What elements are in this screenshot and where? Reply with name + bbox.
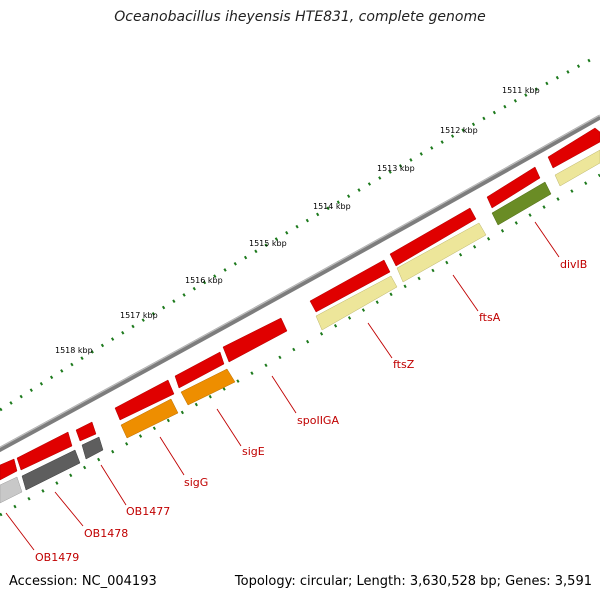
rna-feature[interactable] — [0, 476, 23, 504]
cds-feature[interactable] — [486, 166, 541, 209]
leader-line — [271, 375, 297, 414]
rna-feature[interactable] — [554, 149, 600, 187]
leader-line — [100, 464, 127, 506]
kbp-label: 1518 kbp — [55, 346, 93, 355]
rna-feature[interactable] — [81, 436, 104, 460]
genome-summary: Topology: circular; Length: 3,630,528 bp… — [234, 574, 592, 589]
rna-feature[interactable] — [315, 275, 398, 331]
leader-line — [216, 408, 242, 447]
rna-feature[interactable] — [491, 181, 552, 226]
rna-track — [0, 149, 600, 504]
rna-feature[interactable] — [21, 449, 81, 491]
rna-feature[interactable] — [396, 222, 487, 283]
cds-feature[interactable] — [174, 351, 225, 389]
label-leaders — [5, 221, 560, 551]
rna-feature[interactable] — [180, 368, 236, 406]
kbp-label: 1515 kbp — [249, 239, 287, 248]
rna-feature[interactable] — [120, 398, 179, 439]
gene-label-sigG[interactable]: sigG — [184, 476, 208, 489]
inner-track-dots — [0, 173, 600, 517]
leader-line — [452, 274, 479, 312]
cds-feature[interactable] — [114, 379, 175, 421]
leader-line — [159, 436, 185, 476]
leader-line — [54, 491, 84, 527]
cds-feature[interactable] — [16, 431, 73, 471]
genome-backbone-highlight — [0, 114, 600, 448]
kbp-label: 1512 kbp — [440, 126, 478, 135]
gene-label-ftsZ[interactable]: ftsZ — [393, 358, 415, 371]
kbp-label: 1511 kbp — [502, 86, 540, 95]
cds-feature[interactable] — [222, 317, 288, 363]
gene-label-OB1478[interactable]: OB1478 — [84, 527, 128, 540]
gene-label-OB1479[interactable]: OB1479 — [35, 551, 79, 564]
gene-label-ftsA[interactable]: ftsA — [479, 311, 501, 324]
genome-backbone — [0, 114, 600, 453]
kbp-label: 1513 kbp — [377, 164, 415, 173]
leader-line — [534, 221, 560, 258]
leader-line — [5, 512, 35, 551]
gene-label-spoIIGA[interactable]: spoIIGA — [297, 414, 339, 427]
gene-label-OB1477[interactable]: OB1477 — [126, 505, 170, 518]
kbp-label: 1516 kbp — [185, 276, 223, 285]
accession-label: Accession: NC_004193 — [9, 574, 157, 589]
kbp-label: 1517 kbp — [120, 311, 158, 320]
gene-label-sigE[interactable]: sigE — [242, 445, 265, 458]
gene-label-divIB[interactable]: divIB — [560, 258, 587, 271]
outer-scale-dots — [0, 58, 591, 412]
kbp-label: 1514 kbp — [313, 202, 351, 211]
cds-feature[interactable] — [389, 207, 477, 267]
cds-feature[interactable] — [0, 458, 18, 481]
cds-feature[interactable] — [547, 127, 600, 169]
leader-line — [367, 322, 393, 359]
cds-track — [0, 127, 600, 481]
map-title: Oceanobacillus iheyensis HTE831, complet… — [114, 9, 486, 25]
cds-feature[interactable] — [309, 259, 391, 313]
cds-feature[interactable] — [75, 421, 97, 442]
